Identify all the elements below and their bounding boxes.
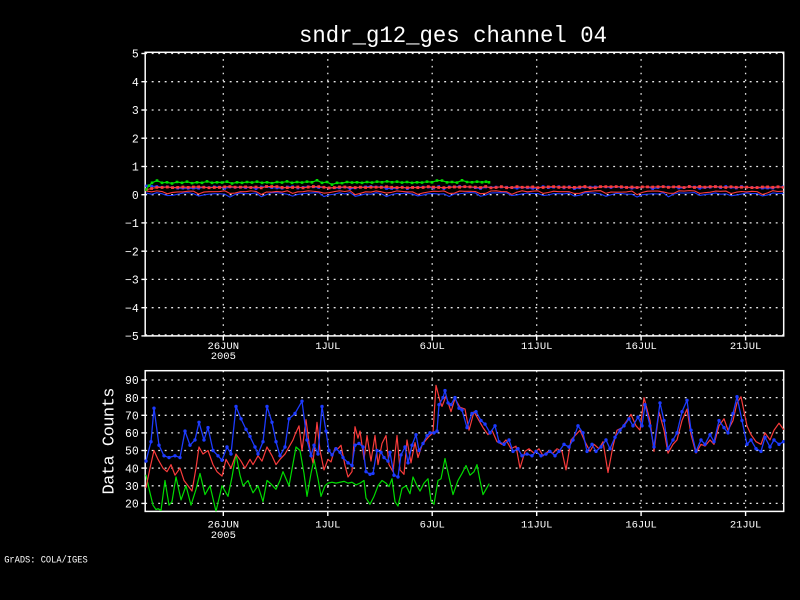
svg-text:6JUL: 6JUL — [420, 520, 445, 532]
svg-text:16JUL: 16JUL — [625, 520, 657, 532]
svg-text:26JUN: 26JUN — [208, 341, 240, 353]
svg-text:−1: −1 — [125, 218, 139, 231]
svg-text:2005: 2005 — [211, 530, 236, 542]
svg-text:11JUL: 11JUL — [521, 341, 553, 353]
svg-text:40: 40 — [125, 463, 139, 476]
svg-text:50: 50 — [125, 446, 139, 459]
svg-text:2005: 2005 — [211, 351, 236, 363]
svg-text:−5: −5 — [125, 331, 139, 344]
svg-text:2: 2 — [132, 133, 139, 146]
svg-text:1JUL: 1JUL — [315, 341, 340, 353]
svg-text:21JUL: 21JUL — [730, 341, 762, 353]
svg-text:−4: −4 — [125, 303, 139, 316]
svg-text:4: 4 — [132, 77, 139, 90]
svg-text:3: 3 — [132, 105, 139, 118]
svg-text:20: 20 — [125, 499, 139, 512]
svg-text:sndr_g12_ges channel 04: sndr_g12_ges channel 04 — [299, 23, 607, 49]
svg-text:70: 70 — [125, 411, 139, 424]
svg-text:GrADS: COLA/IGES: GrADS: COLA/IGES — [4, 555, 88, 567]
svg-text:90: 90 — [125, 375, 139, 388]
svg-text:−3: −3 — [125, 275, 139, 288]
svg-text:Data Counts: Data Counts — [101, 388, 120, 495]
svg-text:11JUL: 11JUL — [521, 520, 553, 532]
svg-text:6JUL: 6JUL — [420, 341, 445, 353]
svg-text:1: 1 — [132, 162, 139, 175]
svg-text:0: 0 — [132, 190, 139, 203]
svg-text:30: 30 — [125, 481, 139, 494]
svg-text:1JUL: 1JUL — [315, 520, 340, 532]
svg-text:−2: −2 — [125, 246, 139, 259]
svg-text:16JUL: 16JUL — [625, 341, 657, 353]
svg-text:60: 60 — [125, 428, 139, 441]
svg-text:80: 80 — [125, 393, 139, 406]
svg-text:21JUL: 21JUL — [730, 520, 762, 532]
svg-text:5: 5 — [132, 49, 139, 62]
svg-text:26JUN: 26JUN — [208, 520, 240, 532]
